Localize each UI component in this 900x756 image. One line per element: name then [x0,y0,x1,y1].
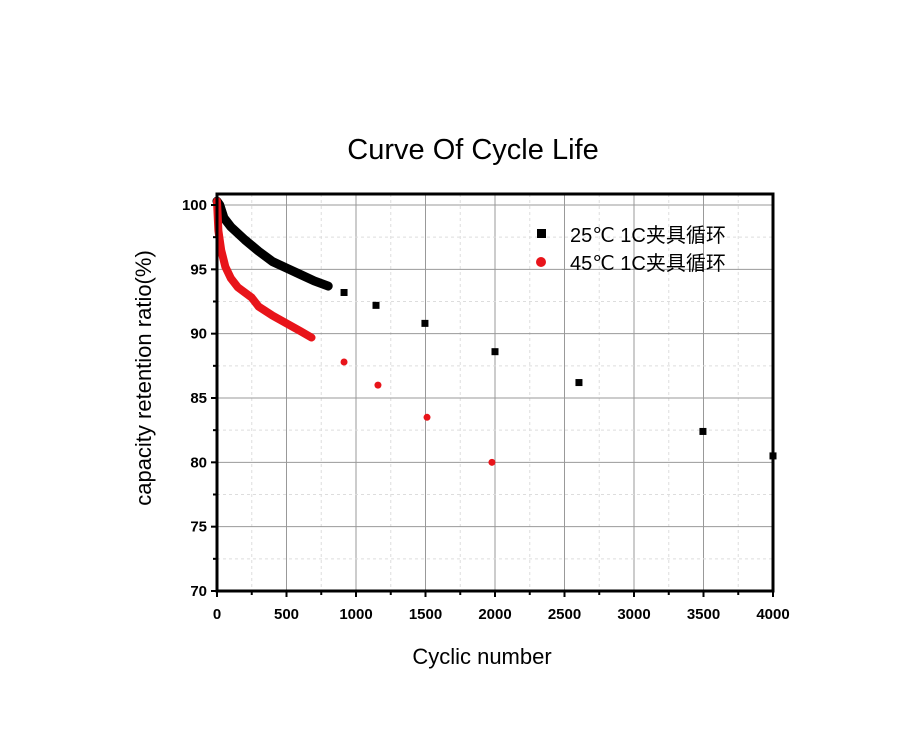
x-tick-label: 2000 [478,606,511,623]
data-point-45c [423,413,431,421]
data-point-25c [575,379,583,387]
legend-marker-25c [537,229,546,238]
y-axis-label: capacity retention ratio(%) [131,250,156,506]
x-tick-label: 3500 [687,606,720,623]
legend-label-25c: 25℃ 1C夹具循环 [570,224,726,247]
y-tick-label: 80 [190,454,207,471]
y-tick-label: 90 [190,326,207,343]
x-tick-label: 0 [213,606,221,623]
y-tick-label: 95 [190,261,207,278]
y-tick-label: 70 [190,583,207,600]
data-point-45c [488,458,496,466]
legend: 25℃ 1C夹具循环 45℃ 1C夹具循环 [536,224,726,275]
x-tick-label: 1000 [339,606,372,623]
data-point-25c [340,288,348,296]
chart-title: Curve Of Cycle Life [347,134,598,166]
data-point-45c [374,381,382,389]
grid [217,194,773,591]
legend-label-45c: 45℃ 1C夹具循环 [570,252,726,275]
x-tick-label: 500 [274,606,299,623]
y-tick-label: 75 [190,519,207,536]
x-tick-label: 1500 [409,606,442,623]
x-tick-label: 2500 [548,606,581,623]
data-point-25c [699,427,707,435]
data-point-25c [372,301,380,309]
series-2-dense-curve [213,197,316,342]
x-axis-label: Cyclic number [412,644,551,669]
series-1-dense-curve [212,196,333,291]
legend-marker-45c [536,257,546,267]
x-tick-label: 4000 [756,606,789,623]
x-tick-label: 3000 [617,606,650,623]
ticks: 0 500 1000 1500 2000 2500 3000 3500 4000 70 75 80 85… [182,197,790,623]
data-point-45c [340,358,348,366]
y-tick-label: 85 [190,390,207,407]
y-tick-label: 100 [182,197,207,214]
data-point-25c [491,348,499,356]
data-point-25c [421,319,429,327]
